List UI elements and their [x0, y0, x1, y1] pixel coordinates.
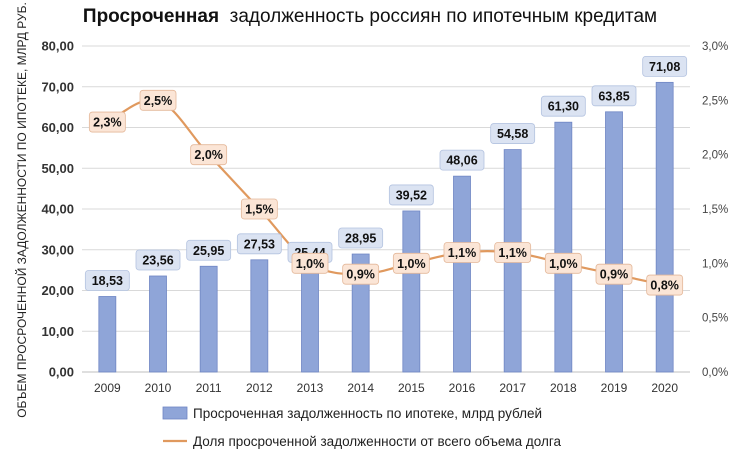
- x-tick-label: 2014: [347, 381, 374, 395]
- line-data-label: 0,9%: [600, 268, 629, 282]
- bar-data-label-box: [540, 95, 586, 117]
- x-tick-label: 2015: [398, 381, 425, 395]
- line-data-label-box: [646, 274, 684, 296]
- line-data-label-box: [88, 111, 126, 133]
- bar-data-label: 25,95: [193, 244, 224, 258]
- bar: [301, 267, 319, 373]
- line-data-label-box: [494, 242, 532, 263]
- bar-data-label-box: [84, 270, 130, 291]
- bar-data-label-box: [388, 184, 434, 206]
- x-tick-label: 2012: [246, 381, 273, 395]
- bar-data-label-box: [439, 149, 485, 171]
- x-tick-label: 2020: [651, 381, 678, 395]
- legend-bar-label: Просроченная задолженность по ипотеке, м…: [193, 406, 542, 421]
- bar: [250, 259, 269, 373]
- bar-data-label-box: [642, 55, 688, 77]
- line-data-label: 0,9%: [346, 268, 375, 282]
- y-left-tick-label: 50,00: [41, 161, 74, 176]
- y-left-tick-label: 40,00: [41, 202, 74, 217]
- line-data-label: 1,0%: [397, 257, 426, 271]
- bar-data-label: 71,08: [649, 60, 680, 74]
- chart-title: Просроченная задолженность россиян по ип…: [0, 6, 740, 28]
- x-tick-label: 2013: [297, 381, 324, 395]
- bar-data-label: 63,85: [598, 89, 629, 103]
- y-right-tick-label: 0,0%: [702, 367, 728, 379]
- x-tick-label: 2017: [499, 381, 526, 395]
- line-data-label-box: [139, 89, 177, 111]
- line-data-label: 1,0%: [549, 257, 578, 271]
- y-right-tick-label: 3,0%: [702, 41, 728, 53]
- y-left-tick-label: 10,00: [41, 324, 74, 339]
- line-data-label-box: [291, 252, 329, 274]
- x-tick-label: 2019: [601, 381, 628, 395]
- bar-data-label-box: [490, 123, 536, 144]
- bar: [98, 296, 117, 373]
- bar-data-label: 23,56: [142, 253, 173, 267]
- bar-data-label: 28,95: [345, 232, 376, 246]
- line-data-label-box: [544, 252, 582, 274]
- line-data-label: 1,1%: [448, 246, 477, 260]
- x-tick-label: 2009: [94, 381, 121, 395]
- bar-data-label-box: [338, 227, 384, 249]
- x-tick-label: 2010: [145, 381, 172, 395]
- line-data-label: 1,1%: [498, 246, 527, 260]
- bar-data-label-box: [135, 249, 181, 271]
- x-tick-label: 2016: [449, 381, 476, 395]
- line-data-label-box: [595, 263, 633, 285]
- bar-data-label: 48,06: [446, 154, 477, 168]
- y-left-tick-label: 20,00: [41, 283, 74, 298]
- bar: [453, 175, 471, 373]
- y-right-tick-label: 2,0%: [702, 150, 728, 162]
- x-tick-label: 2011: [196, 381, 222, 395]
- bar-data-label: 39,52: [396, 188, 427, 202]
- line-data-label-box: [392, 252, 430, 274]
- y-left-tick-label: 70,00: [41, 79, 74, 94]
- bar: [149, 275, 167, 373]
- x-tick-label: 2018: [550, 381, 577, 395]
- y-right-tick-label: 2,5%: [702, 95, 728, 107]
- line-data-label-box: [342, 263, 380, 285]
- bar: [199, 265, 218, 373]
- bar-data-label: 54,58: [497, 127, 528, 141]
- chart-title-rest: задолженность россиян по ипотечным креди…: [229, 6, 658, 27]
- line-data-label-box: [190, 144, 228, 166]
- bar: [605, 111, 623, 373]
- y-right-tick-label: 1,5%: [702, 204, 728, 216]
- bar-data-label: 61,30: [548, 100, 579, 114]
- y-axis-label: ОБЪЕМ ПРОСРОЧЕННОЙ ЗАДОЛЖЕННОСТИ ПО ИПОТ…: [14, 2, 29, 418]
- legend-bar-swatch: [162, 406, 188, 420]
- bar-data-label: 27,53: [244, 237, 275, 251]
- bar: [655, 81, 674, 373]
- line-data-label: 2,5%: [144, 94, 173, 108]
- bar-data-label-box: [236, 233, 282, 255]
- chart-title-bold: Просроченная: [82, 6, 220, 27]
- y-left-tick-label: 30,00: [41, 242, 74, 257]
- line-data-label: 1,0%: [296, 257, 325, 271]
- line-data-label-box: [443, 242, 481, 263]
- legend-line-label: Доля просроченной задолженности от всего…: [193, 434, 562, 449]
- y-right-tick-label: 0,5%: [702, 313, 728, 325]
- bar-data-label-box: [591, 85, 637, 107]
- line-data-label: 2,3%: [93, 116, 122, 130]
- bar-data-label-box: [186, 239, 232, 261]
- line-data-label: 2,0%: [194, 148, 223, 162]
- bar-data-label: 18,53: [92, 274, 123, 288]
- line-data-label-box: [240, 198, 278, 220]
- line-data-label: 0,8%: [650, 279, 679, 293]
- y-left-tick-label: 80,00: [41, 39, 74, 54]
- bar: [554, 121, 573, 373]
- y-left-tick-label: 0,00: [49, 365, 74, 380]
- bar: [402, 210, 421, 373]
- y-right-tick-label: 1,0%: [702, 258, 728, 270]
- y-left-tick-label: 60,00: [41, 120, 74, 135]
- line-data-label: 1,5%: [245, 203, 274, 217]
